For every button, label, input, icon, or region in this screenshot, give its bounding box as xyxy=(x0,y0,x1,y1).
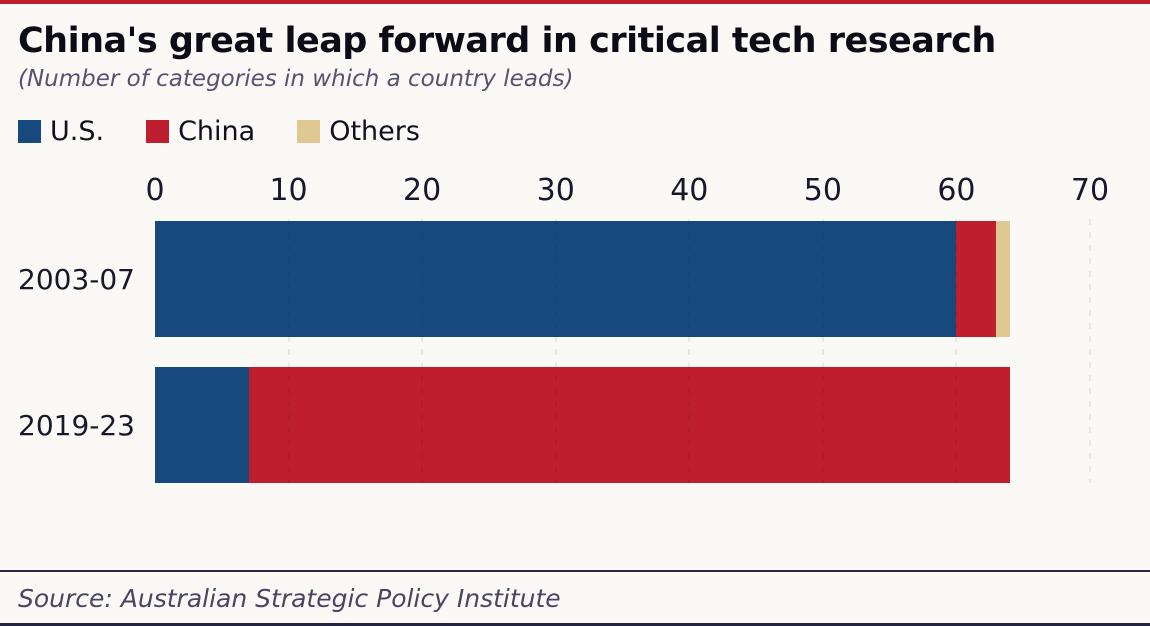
x-tick-label: 30 xyxy=(536,173,575,208)
us-color-swatch xyxy=(18,120,41,143)
legend-label-china: China xyxy=(178,116,256,147)
chart-title: China's great leap forward in critical t… xyxy=(18,21,996,61)
bar-row-2019-23: 2019-23 xyxy=(18,367,1090,483)
x-tick-label: 20 xyxy=(403,173,442,208)
stacked-bar-2019-23 xyxy=(155,367,1090,483)
legend-item-others: Others xyxy=(297,116,420,147)
bar-row-2003-07: 2003-07 xyxy=(18,221,1090,337)
legend-label-others: Others xyxy=(329,116,420,147)
china-color-swatch xyxy=(146,120,170,143)
x-tick-label: 40 xyxy=(670,173,709,208)
legend: U.S. China Others xyxy=(18,116,1130,147)
category-label: 2019-23 xyxy=(18,408,135,442)
x-tick-label: 0 xyxy=(145,173,165,208)
x-axis: 0 10 20 30 40 50 60 70 xyxy=(145,173,1109,215)
chart-subtitle: (Number of categories in which a country… xyxy=(18,66,574,92)
others-color-swatch xyxy=(297,120,321,143)
category-label: 2003-07 xyxy=(18,262,135,296)
bar-segment-others xyxy=(996,221,1010,337)
bar-segment-china xyxy=(956,221,997,337)
bar-segment-u-s xyxy=(155,367,249,483)
bar-segment-china xyxy=(248,367,1010,483)
legend-label-us: U.S. xyxy=(50,116,105,147)
stacked-bar-2003-07 xyxy=(155,221,1090,337)
bar-rows: 2003-07 2019-23 xyxy=(18,221,1090,483)
x-tick-label: 50 xyxy=(803,173,842,208)
x-tick-label: 60 xyxy=(937,173,976,208)
source-block: Source: Australian Strategic Policy Inst… xyxy=(0,570,1150,626)
bar-segment-u-s xyxy=(155,221,957,337)
x-tick-label: 10 xyxy=(269,173,308,208)
plot-area: 0 10 20 30 40 50 60 70 2003-07 2019-23 xyxy=(18,173,1109,483)
x-tick-label: 70 xyxy=(1070,173,1110,208)
source-text: Source: Australian Strategic Policy Inst… xyxy=(18,584,561,613)
legend-item-us: U.S. xyxy=(18,116,104,147)
legend-item-china: China xyxy=(146,116,255,147)
